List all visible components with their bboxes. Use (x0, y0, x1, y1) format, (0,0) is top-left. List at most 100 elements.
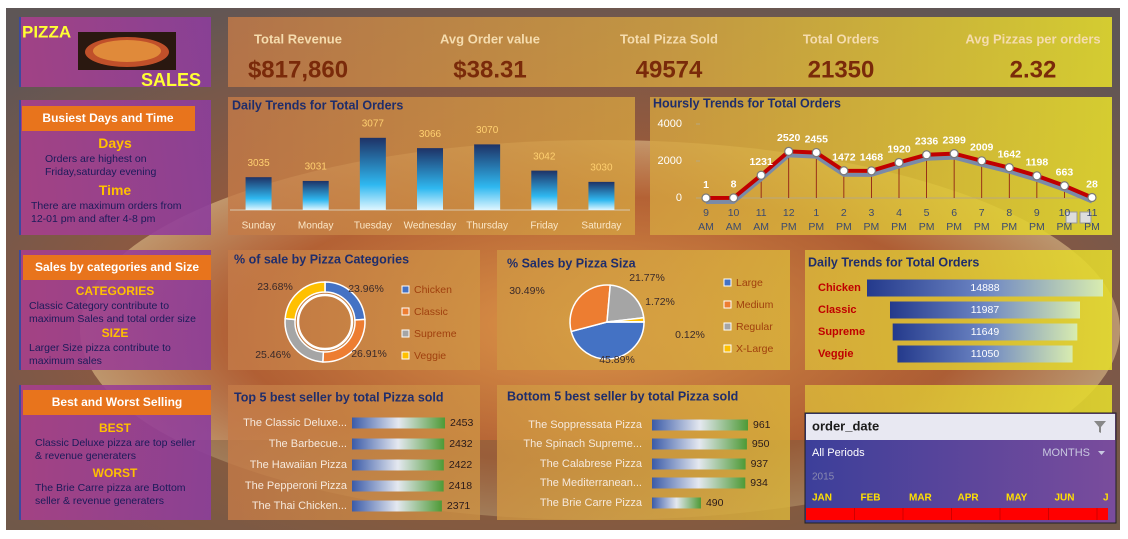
legend-label: X-Large (736, 343, 774, 355)
marker (756, 170, 766, 180)
x-tick-period: AM (753, 221, 769, 233)
kpi-value: 2.32 (1010, 56, 1057, 83)
bar (245, 177, 272, 210)
bar (652, 458, 746, 470)
kpi-panel (228, 17, 1112, 87)
x-tick-label: 11 (1087, 207, 1098, 219)
value-label: 23.68% (257, 281, 293, 293)
value-label: 3031 (305, 162, 328, 173)
slice (606, 284, 645, 323)
y-category-label: Supreme (818, 326, 865, 338)
marker (701, 193, 711, 203)
y-category-label: Veggie (818, 348, 853, 360)
chart-title: Daily Trends for Total Orders (808, 255, 979, 269)
note-text: The Brie Carre pizza are Bottom seller &… (35, 482, 186, 507)
y-category-label: The Spinach Supreme... (523, 438, 642, 450)
value-label: 2009 (970, 142, 994, 154)
slicer-dropdown-arrow[interactable] (1098, 451, 1105, 455)
x-tick-label: 12 (783, 207, 795, 219)
x-tick-period: PM (1084, 221, 1100, 233)
x-tick-label: 3 (869, 207, 875, 219)
legend-label: Medium (736, 299, 774, 311)
value-label: 3035 (247, 158, 270, 169)
slicer-month: APR (958, 493, 980, 504)
marker (1004, 163, 1014, 173)
bar (892, 323, 1078, 341)
x-tick-label: 11 (756, 207, 767, 219)
zoom-out-button[interactable] (1079, 211, 1092, 224)
value-label: 11987 (971, 304, 1000, 316)
value-label: 1920 (887, 143, 911, 155)
marker (784, 146, 794, 156)
marker (839, 166, 849, 176)
note-text: Orders are highest on Friday,saturday ev… (45, 153, 157, 178)
slice (570, 321, 645, 360)
kpi-label: Total Pizza Sold (620, 31, 718, 46)
x-tick-period: PM (1001, 221, 1017, 233)
panel-edge (19, 250, 21, 370)
slicer-period[interactable]: All Periods (812, 447, 865, 459)
slicer-header (806, 414, 1115, 440)
marker (1087, 192, 1097, 203)
x-tick-label: 10 (728, 207, 740, 219)
bar (652, 419, 748, 431)
x-tick-period: PM (836, 221, 852, 233)
value-label: 11649 (971, 326, 1000, 338)
y-tick-label: 4000 (658, 118, 682, 130)
value-label: 1642 (998, 148, 1022, 160)
bar (588, 181, 615, 210)
x-tick-label: Saturday (581, 221, 621, 232)
legend-swatch (723, 344, 732, 353)
value-label: 1198 (1025, 157, 1048, 169)
value-label: 1468 (860, 152, 884, 164)
marker (921, 150, 932, 160)
y-category-label: The Pepperoni Pizza (245, 480, 348, 492)
y-category-label: The Barbecue... (269, 438, 347, 450)
x-tick-period: AM (698, 221, 714, 233)
value-label: 1472 (832, 152, 856, 164)
panel-edge (19, 100, 21, 235)
kpi-label: Total Orders (803, 31, 879, 46)
y-category-label: The Thai Chicken... (252, 500, 347, 512)
slicer-level[interactable]: MONTHS (1042, 447, 1090, 459)
x-tick-label: 9 (703, 207, 709, 219)
x-tick-period: PM (891, 221, 907, 233)
slicer-filter-icon[interactable] (1094, 421, 1106, 433)
x-tick-label: Monday (298, 221, 334, 232)
value-label: 21.77% (629, 272, 665, 284)
note-section-title: SIZE (101, 326, 129, 340)
x-tick-label: Thursday (466, 221, 508, 232)
zoom-in-button[interactable] (1065, 211, 1078, 224)
value-label: 3077 (362, 118, 385, 129)
value-label: 950 (752, 438, 770, 450)
marker (977, 156, 987, 166)
note-section-title: Time (98, 182, 132, 198)
value-label: 23.96% (348, 283, 384, 295)
slicer-timeline-bar[interactable] (806, 508, 1108, 520)
slicer-year: 2015 (812, 472, 835, 483)
legend-swatch (723, 322, 732, 331)
value-label: 2453 (450, 417, 474, 429)
x-tick-label: Wednesday (404, 221, 457, 232)
value-label: 8 (731, 179, 737, 191)
slicer-field: order_date (812, 418, 879, 433)
bar (359, 137, 386, 210)
slicer-month: FEB (861, 493, 881, 504)
bar (652, 477, 746, 489)
value-label: 25.46% (255, 349, 291, 361)
bar (897, 345, 1073, 363)
note: Busiest Days and Time Days Orders are hi… (19, 100, 211, 235)
legend-swatch (401, 351, 410, 360)
y-category-label: Classic (818, 304, 857, 316)
value-label: 1 (703, 179, 709, 191)
note-section-title: WORST (92, 466, 138, 480)
value-label: 663 (1056, 167, 1074, 179)
slice (284, 281, 326, 321)
bar (652, 438, 747, 450)
x-tick-period: PM (1029, 221, 1045, 233)
chart-title: Top 5 best seller by total Pizza sold (234, 390, 444, 404)
value-label: 26.91% (351, 348, 387, 360)
y-category-label: The Calabrese Pizza (540, 458, 643, 470)
chart-panel (497, 250, 790, 370)
